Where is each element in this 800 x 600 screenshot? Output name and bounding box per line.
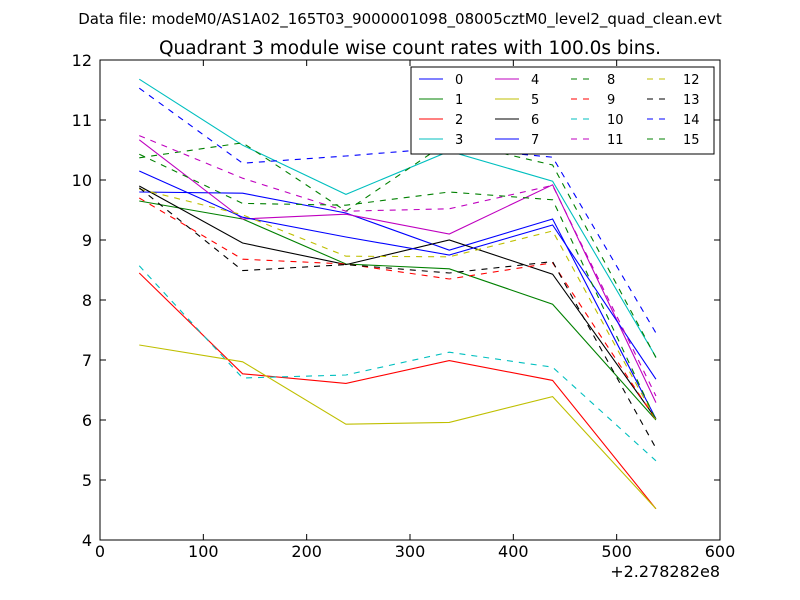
y-tick-label: 6 <box>82 411 92 430</box>
x-offset-label: +2.278282e8 <box>610 562 720 581</box>
suptitle: Data file: modeM0/AS1A02_165T03_90000010… <box>78 10 722 29</box>
legend-label-3: 3 <box>455 133 463 148</box>
x-tick-label: 0 <box>95 542 105 561</box>
legend-label-6: 6 <box>531 113 539 128</box>
series-line-0 <box>139 191 657 420</box>
series-line-6 <box>139 185 657 420</box>
series-line-1 <box>139 200 657 421</box>
legend-label-1: 1 <box>455 93 463 108</box>
legend-label-7: 7 <box>531 133 539 148</box>
series-line-12 <box>139 188 657 421</box>
series-line-14 <box>138 87 657 334</box>
legend-label-10: 10 <box>607 113 624 128</box>
y-tick-label: 7 <box>82 351 92 370</box>
y-tick-label: 5 <box>82 471 92 490</box>
series-line-13 <box>138 187 657 449</box>
y-tick-label: 9 <box>82 231 92 250</box>
legend-label-5: 5 <box>531 93 539 108</box>
x-tick-label: 200 <box>291 542 322 561</box>
y-tick-label: 4 <box>82 531 92 550</box>
series-line-9 <box>138 197 657 421</box>
series-line-3 <box>138 78 657 358</box>
y-tick-label: 12 <box>72 51 92 70</box>
x-tick-label: 600 <box>705 542 736 561</box>
y-tick-label: 11 <box>72 111 92 130</box>
series-line-10 <box>138 265 657 462</box>
legend-label-14: 14 <box>683 113 700 128</box>
series-layer <box>138 78 657 510</box>
y-tick-label: 8 <box>82 291 92 310</box>
legend-label-0: 0 <box>455 73 463 88</box>
y-tick-label: 10 <box>72 171 92 190</box>
x-tick-label: 500 <box>601 542 632 561</box>
series-line-8 <box>139 140 657 358</box>
series-line-15 <box>139 153 657 421</box>
x-tick-label: 100 <box>188 542 219 561</box>
series-line-7 <box>139 170 657 380</box>
chart-title: Quadrant 3 module wise count rates with … <box>159 38 661 59</box>
legend-label-15: 15 <box>683 133 700 148</box>
legend-label-4: 4 <box>531 73 539 88</box>
legend-label-13: 13 <box>683 93 700 108</box>
legend-label-9: 9 <box>607 93 615 108</box>
x-tick-label: 400 <box>498 542 529 561</box>
legend-label-2: 2 <box>455 113 463 128</box>
x-tick-label: 300 <box>395 542 426 561</box>
legend-label-11: 11 <box>607 133 624 148</box>
legend-label-8: 8 <box>607 73 615 88</box>
series-line-4 <box>138 139 657 403</box>
series-line-11 <box>139 135 657 397</box>
series-line-2 <box>138 272 657 510</box>
series-line-5 <box>139 344 657 510</box>
legend-label-12: 12 <box>683 73 700 88</box>
